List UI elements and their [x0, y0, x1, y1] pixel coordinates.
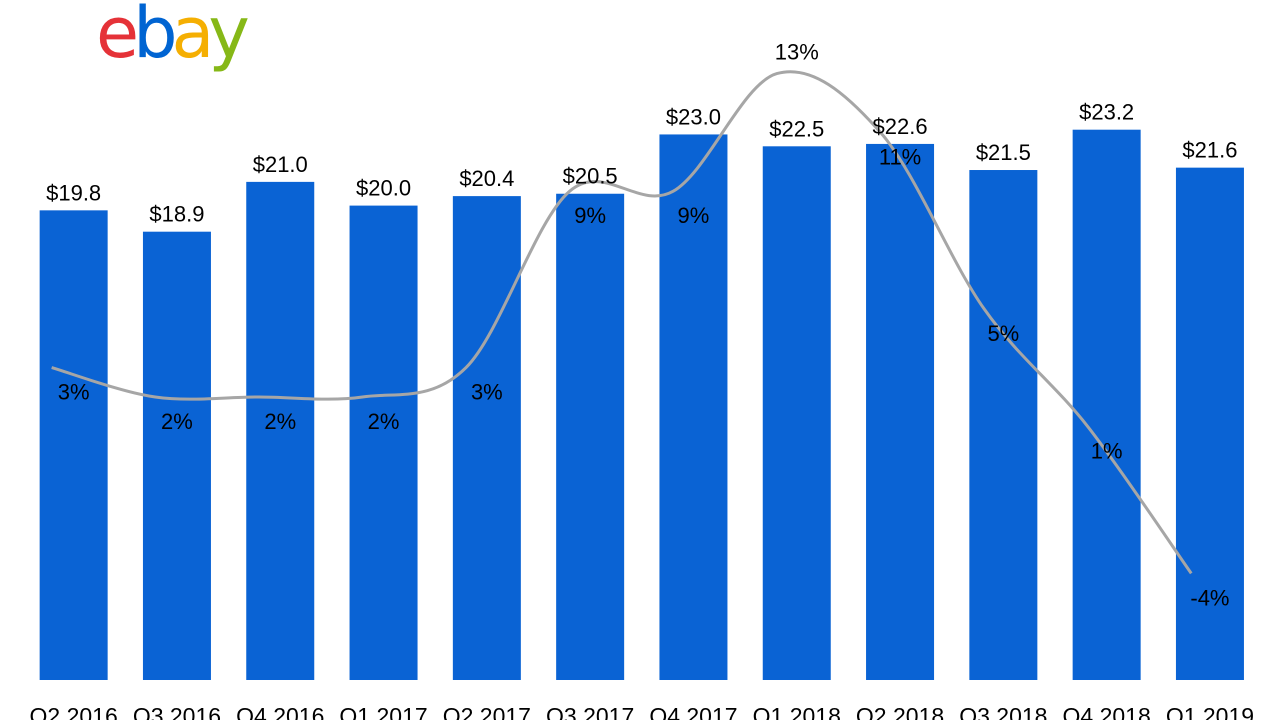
logo-letter-b: b — [133, 0, 178, 74]
growth-line — [51, 70, 1193, 575]
growth-value-label: 9% — [574, 203, 606, 228]
bar — [659, 134, 728, 680]
category-label: Q3 2017 — [546, 703, 634, 720]
category-label: Q1 2019 — [1166, 703, 1254, 720]
bar — [349, 205, 418, 680]
category-label: Q4 2018 — [1063, 703, 1151, 720]
growth-value-label: 11% — [879, 144, 921, 169]
category-label: Q2 2018 — [856, 703, 944, 720]
bar-value-label: $22.6 — [873, 114, 928, 139]
bar-value-label: $21.5 — [976, 140, 1031, 165]
bar — [39, 210, 108, 680]
category-label: Q2 2017 — [443, 703, 531, 720]
category-label: Q4 2017 — [649, 703, 737, 720]
bar-value-label: $23.2 — [1079, 100, 1134, 125]
growth-value-label: 3% — [58, 380, 90, 405]
bar-value-label: $23.0 — [666, 104, 721, 129]
bar-value-label: $18.9 — [149, 202, 204, 227]
bar — [142, 231, 211, 680]
ebay-logo: ebay — [96, 0, 250, 74]
logo-letter-e: e — [96, 0, 139, 74]
bar-value-label: $20.4 — [459, 166, 514, 191]
bar-value-label: $20.5 — [563, 164, 618, 189]
bar-value-label: $19.8 — [46, 180, 101, 205]
bar — [762, 146, 831, 681]
bar — [1175, 167, 1244, 680]
bar-value-label: $21.0 — [253, 152, 308, 177]
bar — [969, 170, 1038, 680]
category-label: Q4 2016 — [236, 703, 324, 720]
category-label: Q1 2017 — [339, 703, 427, 720]
bar — [246, 181, 315, 680]
bar — [452, 196, 521, 680]
growth-value-label: 13% — [775, 40, 819, 65]
bar — [1072, 129, 1141, 681]
growth-value-label: 5% — [987, 321, 1019, 346]
growth-value-label: 2% — [368, 409, 400, 434]
growth-value-label: 1% — [1091, 438, 1123, 463]
bar — [866, 143, 935, 681]
logo-letter-y: y — [208, 0, 250, 74]
growth-value-label: 3% — [471, 380, 503, 405]
bar — [556, 193, 625, 681]
bar-value-label: $20.0 — [356, 176, 411, 201]
category-label: Q1 2018 — [753, 703, 841, 720]
category-label: Q3 2016 — [133, 703, 221, 720]
logo-letter-a: a — [171, 0, 215, 74]
growth-value-label: 2% — [161, 409, 193, 434]
growth-value-label: -4% — [1190, 585, 1229, 610]
category-label: Q3 2018 — [959, 703, 1047, 720]
growth-value-label: 9% — [678, 203, 710, 228]
category-label: Q2 2016 — [30, 703, 118, 720]
growth-value-label: 2% — [264, 409, 296, 434]
bar-value-label: $22.5 — [769, 116, 824, 141]
bar-value-label: $21.6 — [1182, 138, 1237, 163]
